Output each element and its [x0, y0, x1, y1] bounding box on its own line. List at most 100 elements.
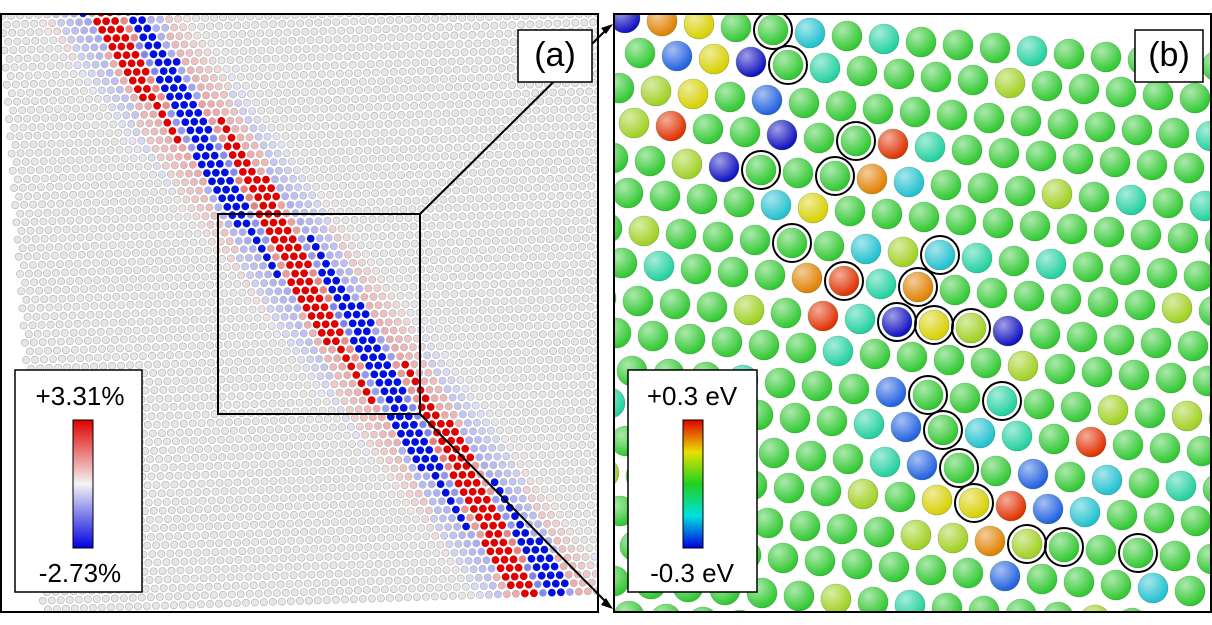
- atom: [471, 522, 479, 531]
- atom: [308, 449, 317, 458]
- atom: [358, 137, 367, 146]
- atom: [91, 319, 100, 328]
- atom: [356, 241, 365, 250]
- atom: [331, 1, 338, 8]
- atom: [225, 495, 234, 504]
- atom: [218, 73, 227, 82]
- atom: [158, 50, 167, 58]
- atom: [223, 521, 231, 530]
- atom: [184, 229, 193, 238]
- atom: [234, 357, 242, 366]
- atom: [280, 511, 289, 520]
- atom: [188, 221, 197, 230]
- atom: [262, 175, 270, 184]
- atom: [164, 75, 173, 84]
- atom: [492, 374, 501, 383]
- atom: [156, 15, 164, 24]
- atom: [99, 241, 108, 250]
- atom: [221, 306, 230, 315]
- atom: [170, 420, 179, 428]
- atom: [50, 174, 58, 183]
- atom: [505, 167, 513, 176]
- atom: [285, 580, 294, 588]
- atom: [205, 600, 214, 608]
- atom: [440, 14, 449, 23]
- atom: [502, 512, 510, 521]
- atom: [255, 468, 264, 477]
- atom: [183, 411, 192, 419]
- atom: [72, 44, 81, 52]
- atom: [304, 596, 313, 605]
- atom: [424, 170, 432, 179]
- atom: [356, 43, 365, 52]
- atom: [537, 373, 546, 382]
- atom: [422, 411, 431, 420]
- atom: [472, 418, 481, 427]
- atom: [232, 262, 240, 271]
- atom: [318, 148, 327, 156]
- atom: [517, 20, 526, 29]
- atom: [384, 180, 392, 189]
- atom: [5, 115, 14, 124]
- atom: [218, 332, 227, 341]
- atom: [247, 90, 255, 98]
- atom: [586, 363, 595, 372]
- atom: [349, 336, 358, 345]
- atom: [504, 29, 513, 38]
- atom: [268, 201, 277, 210]
- atom: [361, 172, 369, 181]
- atom: [331, 337, 340, 346]
- atom: [214, 461, 223, 470]
- atom: [315, 553, 324, 561]
- atom: [590, 233, 598, 242]
- atom: [83, 336, 92, 345]
- atom: [590, 354, 598, 363]
- atom: [365, 560, 374, 569]
- atom: [469, 427, 477, 436]
- atom: [222, 383, 231, 392]
- atom: [552, 519, 560, 528]
- atom: [460, 565, 469, 574]
- atom: [551, 579, 560, 588]
- atom: [284, 106, 293, 114]
- atom: [205, 6, 212, 13]
- atom: [485, 150, 494, 159]
- atom: [65, 596, 74, 604]
- atom: [554, 234, 563, 243]
- atom: [421, 592, 430, 601]
- atom: [543, 200, 552, 209]
- atom: [387, 352, 395, 361]
- atom: [283, 28, 292, 37]
- atom: [341, 414, 350, 423]
- atom: [270, 494, 279, 503]
- atom: [559, 303, 568, 312]
- atom: [437, 100, 446, 109]
- atom: [149, 369, 158, 377]
- atom: [387, 292, 396, 300]
- atom: [344, 388, 353, 397]
- atom: [478, 246, 487, 254]
- atom: [98, 163, 107, 172]
- atom: [304, 398, 313, 407]
- atom: [18, 45, 27, 54]
- atom: [404, 153, 413, 162]
- atom: [64, 320, 73, 328]
- atom: [395, 153, 404, 162]
- atom: [349, 258, 357, 267]
- atom: [466, 74, 475, 82]
- atom: [537, 313, 546, 321]
- atom: [303, 441, 311, 450]
- atom: [164, 334, 173, 342]
- atom: [33, 71, 42, 80]
- atom: [68, 53, 77, 61]
- atom-shine: [614, 214, 622, 242]
- atom: [517, 339, 525, 348]
- atom: [477, 349, 485, 358]
- atom: [53, 27, 62, 36]
- atom: [461, 65, 470, 74]
- atom: [376, 77, 385, 85]
- atom: [323, 475, 332, 484]
- atom: [443, 583, 452, 592]
- atom: [42, 71, 51, 79]
- atom: [328, 164, 337, 173]
